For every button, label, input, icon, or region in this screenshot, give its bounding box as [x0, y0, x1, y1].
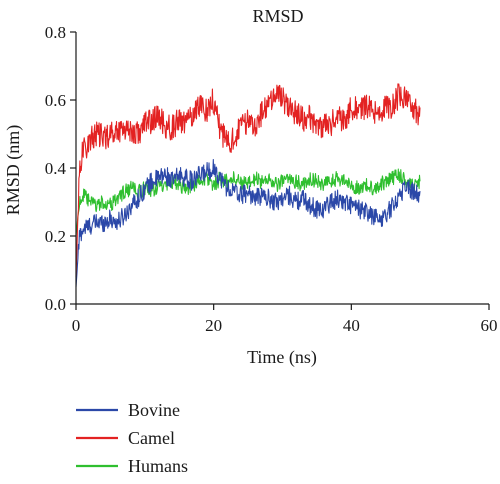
series-line-bovine	[75, 158, 421, 288]
y-tick-label: 0.0	[45, 295, 66, 314]
x-tick-label: 40	[343, 316, 360, 335]
x-tick-label: 20	[205, 316, 222, 335]
y-tick-label: 0.6	[45, 91, 66, 110]
x-tick-label: 60	[481, 316, 498, 335]
y-tick-label: 0.8	[45, 23, 66, 42]
x-tick-label: 0	[72, 316, 81, 335]
y-axis-label: RMSD (nm)	[3, 125, 24, 216]
axes	[75, 32, 489, 305]
legend: Bovine Camel Humans	[76, 400, 188, 476]
legend-label-camel: Camel	[128, 428, 175, 448]
series-line-humans	[75, 168, 421, 237]
y-tick-label: 0.2	[45, 227, 66, 246]
x-ticks: 0 20 40 60	[72, 304, 498, 335]
legend-label-bovine: Bovine	[128, 400, 180, 420]
chart-title: RMSD	[252, 6, 303, 26]
x-axis-label: Time (ns)	[247, 347, 317, 368]
y-tick-label: 0.4	[45, 159, 67, 178]
y-ticks: 0.0 0.2 0.4 0.6 0.8	[45, 23, 76, 314]
series-line-camel	[75, 83, 421, 277]
legend-label-humans: Humans	[128, 456, 188, 476]
plot-area	[75, 83, 421, 288]
